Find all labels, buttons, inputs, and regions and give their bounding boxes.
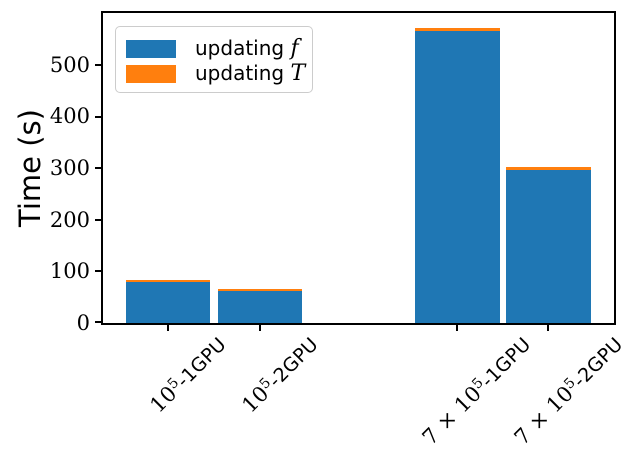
x-tick-label-1e5-2gpu: 105-2GPU — [238, 332, 323, 417]
bar-segment-updating-t — [505, 166, 591, 171]
x-label-suffix: -1GPU — [172, 333, 231, 392]
legend-label-symbol: T — [290, 61, 306, 86]
legend-label: updating T — [195, 61, 306, 86]
x-tick-mark — [259, 325, 261, 331]
x-tick-mark — [167, 325, 169, 331]
legend-label-text: updating — [195, 36, 291, 60]
y-tick-label-500: 500 — [49, 53, 90, 77]
x-label-suffix: -1GPU — [476, 333, 535, 392]
bar-segment-updating-f — [415, 31, 500, 323]
y-tick-mark — [95, 321, 102, 323]
legend-label-symbol: f — [290, 36, 299, 61]
y-tick-label-300: 300 — [49, 156, 90, 180]
x-label-suffix: -2GPU — [568, 333, 627, 392]
bar-group-1e5-2gpu — [217, 13, 302, 323]
y-tick-label-100: 100 — [49, 259, 90, 283]
bar-group-1e5-1gpu — [125, 13, 210, 323]
x-label-suffix: -2GPU — [264, 333, 323, 392]
y-tick-label-200: 200 — [49, 208, 90, 232]
bar-segment-updating-t — [217, 288, 302, 291]
legend-swatch-orange — [126, 64, 176, 83]
x-tick-label-1e5-1gpu: 105-1GPU — [146, 332, 231, 417]
bar-segment-updating-t — [125, 279, 210, 282]
y-tick-mark — [95, 64, 102, 66]
legend-entry-updating-t: updating T — [126, 61, 306, 86]
bar-segment-updating-f — [505, 170, 591, 323]
y-tick-mark — [95, 116, 102, 118]
y-tick-label-400: 400 — [49, 104, 90, 128]
legend-entry-updating-f: updating f — [126, 36, 302, 61]
y-tick-mark — [95, 167, 102, 169]
legend-label: updating f — [195, 36, 299, 61]
x-tick-mark — [547, 325, 549, 331]
legend-swatch-blue — [126, 39, 176, 58]
bar-segment-updating-f — [125, 281, 210, 323]
legend: updating f updating T — [115, 26, 313, 93]
y-tick-mark — [95, 219, 102, 221]
bar-segment-updating-f — [217, 290, 302, 323]
x-tick-mark — [456, 325, 458, 331]
legend-label-text: updating — [195, 61, 291, 85]
bar-group-7e5-2gpu — [505, 13, 591, 323]
y-tick-mark — [95, 270, 102, 272]
y-tick-label-0: 0 — [76, 311, 90, 335]
bar-group-7e5-1gpu — [415, 13, 500, 323]
bar-segment-updating-t — [415, 28, 500, 32]
